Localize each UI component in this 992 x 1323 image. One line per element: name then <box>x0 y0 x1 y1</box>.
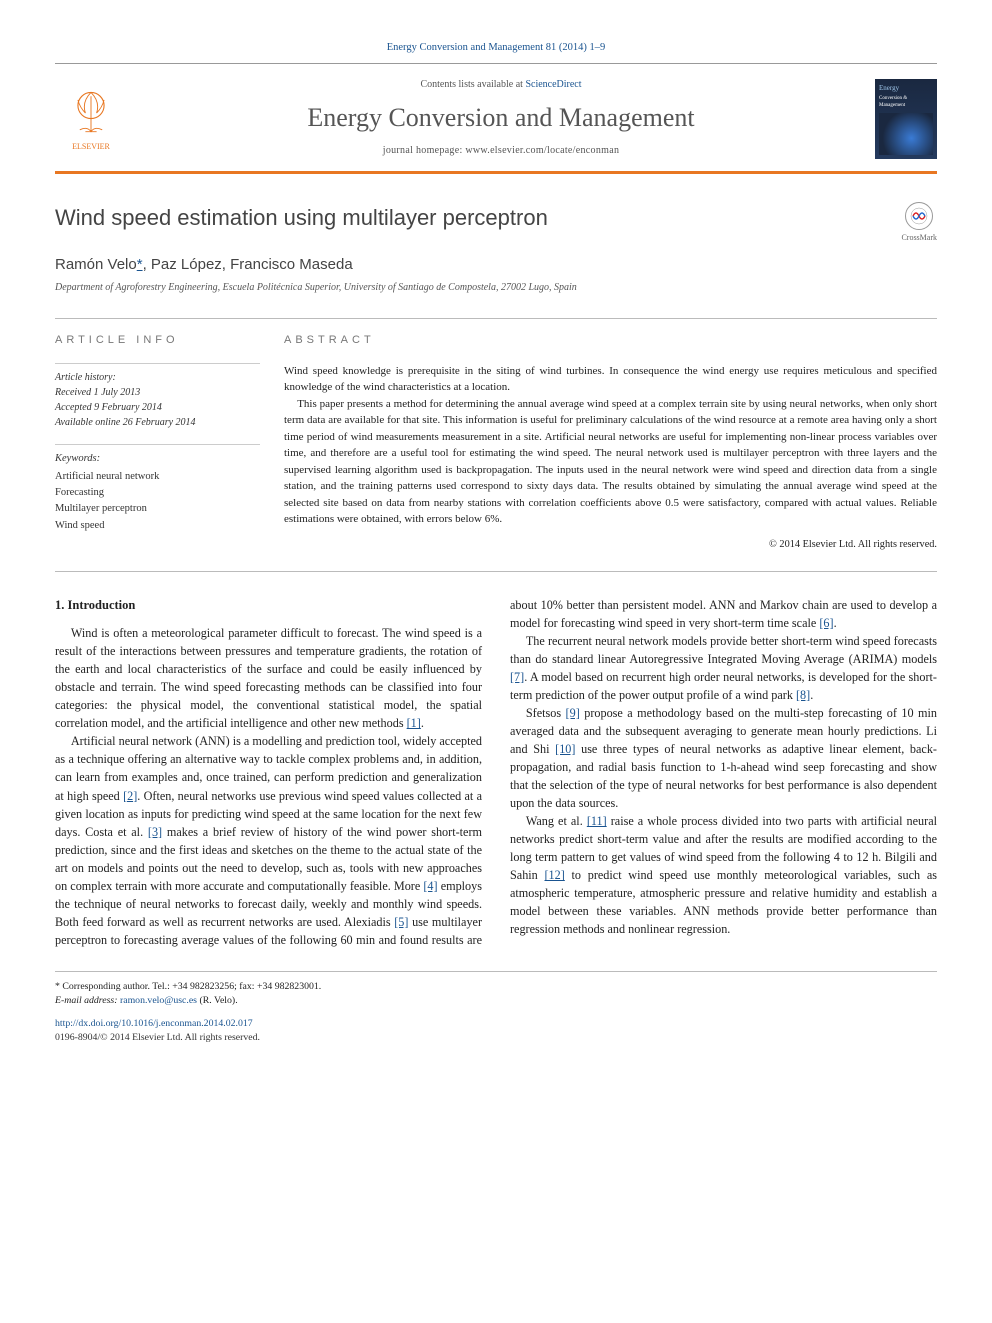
contents-prefix: Contents lists available at <box>420 79 525 90</box>
publisher-name: ELSEVIER <box>72 141 110 153</box>
email-footnote: E-mail address: ramon.velo@usc.es (R. Ve… <box>55 994 937 1008</box>
masthead: ELSEVIER Contents lists available at Sci… <box>55 64 937 174</box>
body-p1: Wind is often a meteorological parameter… <box>55 624 482 732</box>
ref-link[interactable]: [12] <box>545 868 565 882</box>
info-abstract-row: ARTICLE INFO Article history: Received 1… <box>55 333 937 572</box>
crossmark-label: CrossMark <box>901 232 937 244</box>
email-label: E-mail address: <box>55 995 118 1006</box>
elsevier-logo[interactable]: ELSEVIER <box>55 85 127 153</box>
t: . <box>421 716 424 730</box>
cover-title-1: Energy <box>879 83 933 93</box>
authors: Ramón Velo*, Paz López, Francisco Maseda <box>55 254 937 276</box>
title-row: Wind speed estimation using multilayer p… <box>55 202 937 244</box>
abstract-col: ABSTRACT Wind speed knowledge is prerequ… <box>284 333 937 553</box>
masthead-center: Contents lists available at ScienceDirec… <box>127 78 875 159</box>
accepted-date: Accepted 9 February 2014 <box>55 402 162 413</box>
crossmark-widget[interactable]: CrossMark <box>901 202 937 244</box>
ref-link[interactable]: [7] <box>510 670 524 684</box>
corr-text: Corresponding author. Tel.: +34 98282325… <box>62 981 321 992</box>
divider <box>55 318 937 319</box>
ref-link[interactable]: [10] <box>555 742 575 756</box>
email-link[interactable]: ramon.velo@usc.es <box>120 995 197 1006</box>
article-info-label: ARTICLE INFO <box>55 333 260 349</box>
citation-header: Energy Conversion and Management 81 (201… <box>55 40 937 55</box>
body-columns: 1. Introduction Wind is often a meteorol… <box>55 596 937 949</box>
ref-link[interactable]: [3] <box>148 825 162 839</box>
authors-rest: , Paz López, Francisco Maseda <box>143 256 353 273</box>
contents-line: Contents lists available at ScienceDirec… <box>127 78 875 93</box>
t: Wind is often a meteorological parameter… <box>55 626 482 730</box>
abstract-label: ABSTRACT <box>284 333 937 349</box>
t: . A model based on recurrent high order … <box>510 670 937 702</box>
t: . <box>834 616 837 630</box>
ref-link[interactable]: [5] <box>394 915 408 929</box>
crossmark-icon <box>905 202 933 230</box>
keyword: Forecasting <box>55 487 104 498</box>
ref-link[interactable]: [8] <box>796 688 810 702</box>
t: Sfetsos <box>526 706 566 720</box>
ref-link[interactable]: [2] <box>123 789 137 803</box>
body-p5: Sfetsos [9] propose a methodology based … <box>510 704 937 812</box>
article-history: Article history: Received 1 July 2013 Ac… <box>55 363 260 430</box>
t: The recurrent neural network models prov… <box>510 634 937 666</box>
received-date: Received 1 July 2013 <box>55 387 140 398</box>
ref-link[interactable]: [9] <box>566 706 580 720</box>
t: Wang et al. <box>526 814 587 828</box>
abstract-p2: This paper presents a method for determi… <box>284 396 937 528</box>
article-title: Wind speed estimation using multilayer p… <box>55 202 548 234</box>
cover-title-2: Conversion & Management <box>879 95 933 110</box>
ref-link[interactable]: [6] <box>819 616 833 630</box>
t: use three types of neural networks as ad… <box>510 742 937 810</box>
abstract-text: Wind speed knowledge is prerequisite in … <box>284 363 937 528</box>
ref-link[interactable]: [4] <box>423 879 437 893</box>
t: to predict wind speed use monthly meteor… <box>510 868 937 936</box>
cover-art <box>879 113 933 154</box>
journal-name: Energy Conversion and Management <box>127 99 875 137</box>
ref-link[interactable]: [11] <box>587 814 607 828</box>
article-info-col: ARTICLE INFO Article history: Received 1… <box>55 333 260 553</box>
abstract-p1: Wind speed knowledge is prerequisite in … <box>284 363 937 396</box>
keyword: Wind speed <box>55 520 104 531</box>
t: networks are used. Alexiadis <box>249 915 394 929</box>
issn-line: 0196-8904/© 2014 Elsevier Ltd. All right… <box>55 1032 260 1043</box>
affiliation: Department of Agroforestry Engineering, … <box>55 281 937 296</box>
homepage-line[interactable]: journal homepage: www.elsevier.com/locat… <box>127 144 875 159</box>
doi-link[interactable]: http://dx.doi.org/10.1016/j.enconman.201… <box>55 1017 937 1031</box>
history-label: Article history: <box>55 372 116 383</box>
keywords-label: Keywords: <box>55 451 260 467</box>
keywords-block: Keywords: Artificial neural network Fore… <box>55 444 260 534</box>
footer-block: * Corresponding author. Tel.: +34 982823… <box>55 971 937 1045</box>
copyright-line: © 2014 Elsevier Ltd. All rights reserved… <box>284 538 937 553</box>
keyword: Artificial neural network <box>55 471 159 482</box>
corresponding-footnote: * Corresponding author. Tel.: +34 982823… <box>55 980 937 994</box>
journal-cover-thumbnail[interactable]: Energy Conversion & Management <box>875 79 937 159</box>
keyword: Multilayer perceptron <box>55 503 147 514</box>
body-p6: Wang et al. [11] raise a whole process d… <box>510 812 937 938</box>
section-heading-intro: 1. Introduction <box>55 596 482 615</box>
elsevier-tree-icon <box>63 85 119 141</box>
t: . <box>810 688 813 702</box>
ref-link[interactable]: [1] <box>407 716 421 730</box>
author-1: Ramón Velo <box>55 256 137 273</box>
email-who: (R. Velo). <box>199 995 237 1006</box>
body-p4: The recurrent neural network models prov… <box>510 632 937 704</box>
online-date: Available online 26 February 2014 <box>55 417 196 428</box>
sciencedirect-link[interactable]: ScienceDirect <box>525 79 581 90</box>
